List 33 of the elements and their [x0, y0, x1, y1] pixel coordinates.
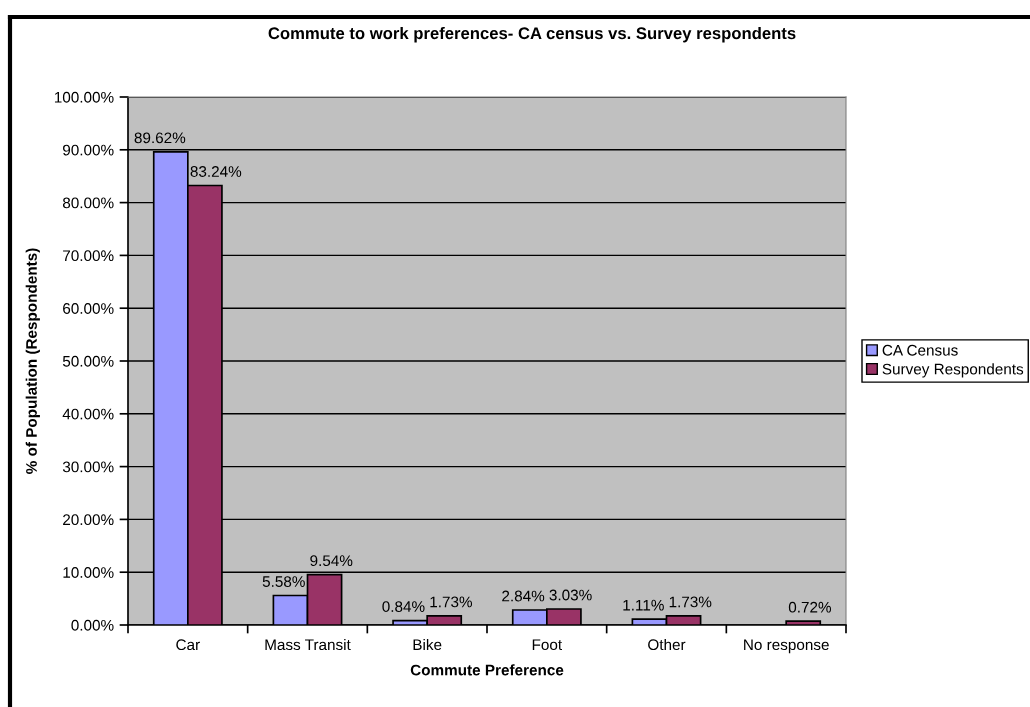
y-tick-label: 30.00% [62, 461, 114, 473]
y-tick-label: 40.00% [62, 408, 114, 420]
y-tick-label: 70.00% [63, 250, 114, 262]
y-axis-title: % of Population (Respondents) [25, 248, 40, 474]
y-tick-label: 90.00% [63, 144, 114, 156]
data-label: 1.73% [430, 596, 473, 608]
y-tick-label: 100.00% [54, 91, 114, 103]
y-tick-label: 60.00% [63, 303, 114, 314]
x-tick-label: Other [648, 638, 686, 651]
data-label: 5.58% [262, 576, 305, 587]
data-label: 0.84% [382, 601, 425, 612]
data-label: 2.84% [502, 590, 545, 602]
legend-label: CA Census [882, 344, 958, 356]
data-label: 3.03% [549, 589, 592, 601]
y-tick-label: 80.00% [62, 197, 114, 209]
data-label: 1.11% [623, 599, 664, 611]
x-tick-label: Bike [413, 638, 442, 651]
data-label: 0.72% [788, 601, 832, 613]
legend-label: Survey Respondents [882, 363, 1024, 378]
data-label: 1.73% [669, 596, 712, 608]
y-tick-label: 50.00% [62, 355, 114, 367]
x-axis-title: Commute Preference [410, 664, 564, 676]
y-tick-label: 0.00% [71, 619, 114, 631]
x-tick-label: No response [744, 639, 829, 654]
chart-title: Commute to work preferences- CA census vs. Survey respondents [268, 26, 796, 43]
y-tick-label: 10.00% [63, 567, 114, 578]
data-label: 83.24% [190, 166, 242, 177]
data-label: 9.54% [310, 555, 353, 567]
x-tick-label: Car [176, 639, 200, 651]
x-tick-label: Mass Transit [265, 638, 351, 651]
data-label: 89.62% [134, 132, 186, 144]
y-tick-label: 20.00% [63, 514, 114, 526]
x-tick-label: Foot [532, 639, 563, 651]
